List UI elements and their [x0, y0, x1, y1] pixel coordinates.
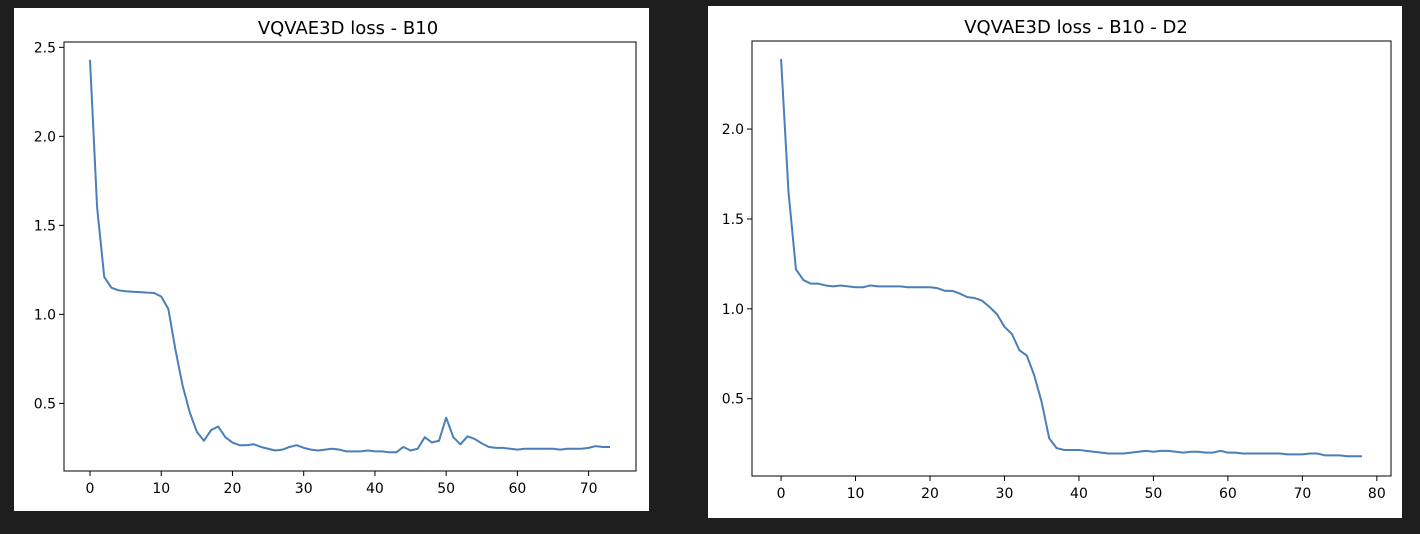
loss-chart-b10: VQVAE3D loss - B10 0 10 20 30 40 50 60 70 0.5 1.0…	[34, 18, 637, 497]
x-tick-label: 60	[1219, 486, 1237, 502]
y-tick-label: 2.0	[722, 122, 744, 138]
x-tick-label: 0	[777, 486, 786, 502]
x-tick-label: 20	[921, 486, 939, 502]
loss-chart-b10-d2: VQVAE3D loss - B10 - D2 0 10 20 30 40 50 60 70 8…	[722, 17, 1392, 502]
y-tick-label: 1.0	[722, 302, 744, 318]
y-tick-label: 1.5	[722, 212, 744, 228]
left-chart-panel: VQVAE3D loss - B10 0 10 20 30 40 50 60 70 0.5 1.0…	[14, 8, 649, 511]
y-tick-label: 2.0	[34, 129, 56, 145]
x-tick-label: 10	[847, 486, 865, 502]
y-tick-label: 1.5	[34, 218, 56, 234]
x-tick-label: 80	[1368, 486, 1386, 502]
y-tick-label: 1.0	[34, 307, 56, 323]
x-tick-label: 70	[1293, 486, 1311, 502]
right-chart-panel: VQVAE3D loss - B10 - D2 0 10 20 30 40 50 60 70 8…	[708, 6, 1402, 518]
y-tick-label: 0.5	[722, 392, 744, 408]
x-tick-label: 40	[366, 481, 384, 497]
x-tick-label: 70	[580, 481, 598, 497]
x-tick-label: 30	[295, 481, 313, 497]
loss-series-line	[780, 58, 1362, 458]
y-tick-label: 2.5	[34, 40, 56, 56]
chart-title: VQVAE3D loss - B10 - D2	[964, 17, 1188, 38]
x-tick-label: 20	[224, 481, 242, 497]
x-tick-label: 50	[437, 481, 455, 497]
loss-series-line	[89, 59, 610, 454]
plot-frame	[63, 41, 637, 472]
x-tick-label: 0	[86, 481, 95, 497]
x-tick-label: 60	[508, 481, 526, 497]
chart-title: VQVAE3D loss - B10	[258, 18, 438, 39]
x-tick-label: 40	[1070, 486, 1088, 502]
y-tick-label: 0.5	[34, 396, 56, 412]
x-tick-label: 10	[152, 481, 170, 497]
plot-frame	[751, 40, 1392, 477]
x-tick-label: 50	[1145, 486, 1163, 502]
x-tick-label: 30	[996, 486, 1014, 502]
